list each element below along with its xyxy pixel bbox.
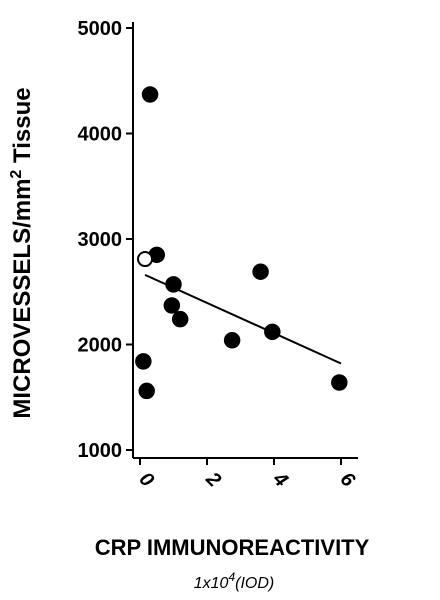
data-point	[163, 297, 181, 314]
x-axis-label: CRP IMMUNOREACTIVITY	[95, 535, 370, 560]
x-tick-label: 0	[135, 468, 158, 491]
data-point	[141, 86, 159, 103]
x-tick-label: 2	[201, 467, 225, 491]
data-point	[331, 374, 348, 391]
data-point	[171, 310, 189, 328]
y-axis-label: MICROVESSELS/mm2 Tissue	[8, 87, 36, 418]
data-point	[223, 332, 241, 349]
y-tick-label: 3000	[78, 229, 123, 251]
y-tick-label: 1000	[78, 440, 123, 462]
data-point	[135, 353, 152, 370]
data-point	[252, 263, 269, 280]
y-ticks: 1000 2000 3000 4000 5000	[78, 18, 133, 462]
data-point	[165, 276, 182, 293]
data-point	[264, 323, 281, 341]
data-point	[138, 382, 155, 400]
data-point-open	[137, 251, 154, 268]
y-tick-label: 4000	[78, 124, 123, 146]
y-tick-label: 2000	[78, 335, 123, 357]
x-tick-label: 4	[268, 467, 292, 491]
data-points	[135, 86, 348, 400]
y-tick-label: 5000	[78, 18, 123, 40]
x-axis-unit-label: 1x104(IOD)	[194, 570, 275, 592]
x-ticks: 0 2 4 6	[135, 458, 360, 492]
x-tick-label: 6	[336, 468, 360, 492]
